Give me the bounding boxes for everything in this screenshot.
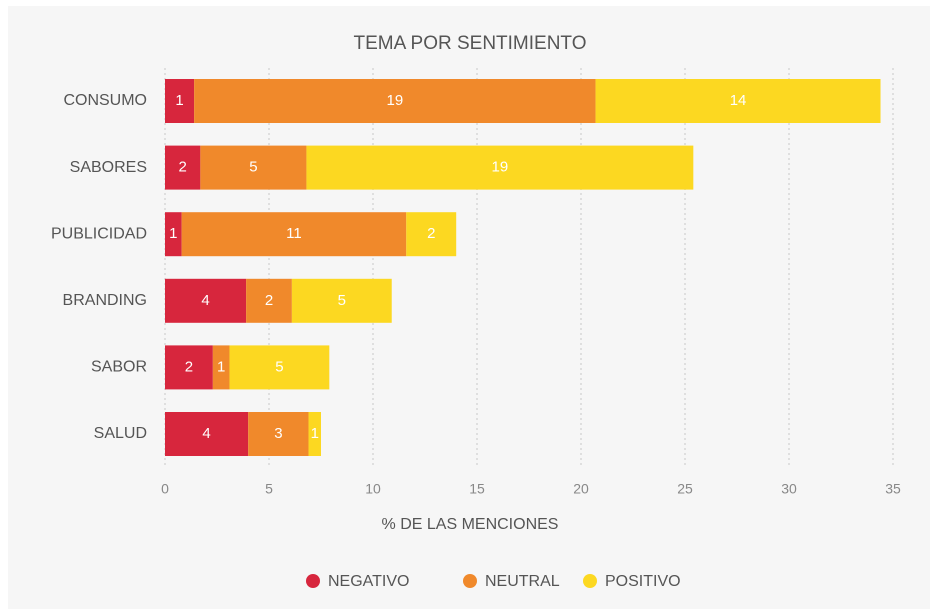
legend-swatch (463, 574, 477, 588)
x-tick-label: 5 (265, 481, 273, 497)
bar-segment (212, 345, 230, 390)
bar-segment (181, 212, 407, 257)
x-tick-label: 10 (365, 481, 381, 497)
value-label: 5 (249, 159, 257, 176)
legend-label: NEUTRAL (485, 573, 560, 590)
value-label: 1 (175, 92, 183, 109)
value-label: 2 (179, 159, 187, 176)
value-label: 4 (201, 292, 209, 309)
bar-segment (165, 145, 201, 190)
bar-segment (595, 79, 881, 123)
x-tick-label: 30 (781, 481, 797, 497)
value-label: 3 (274, 425, 282, 442)
y-tick-label: SABOR (91, 359, 147, 376)
legend-label: POSITIVO (605, 573, 681, 590)
value-label: 1 (217, 358, 225, 375)
bar-segment (291, 278, 392, 323)
legend-swatch (306, 574, 320, 588)
bar-segment (248, 412, 309, 456)
bar-segment (246, 278, 292, 323)
bar-segment (200, 145, 307, 190)
value-label: 11 (286, 225, 302, 242)
y-tick-label: CONSUMO (63, 92, 147, 109)
value-label: 5 (275, 358, 283, 375)
y-tick-label: PUBLICIDAD (51, 225, 147, 242)
value-label: 1 (311, 425, 319, 442)
bar-segment (194, 79, 596, 123)
chart-title: TEMA POR SENTIMIENTO (354, 33, 587, 54)
x-tick-label: 20 (573, 481, 589, 497)
x-axis-label: % DE LAS MENCIONES (382, 516, 559, 533)
value-label: 5 (338, 292, 346, 309)
x-tick-label: 25 (677, 481, 693, 497)
value-label: 2 (265, 292, 273, 309)
y-tick-label: SABORES (70, 159, 147, 176)
value-label: 19 (492, 159, 509, 176)
bar-segment (165, 278, 247, 323)
legend-label: NEGATIVO (328, 573, 410, 590)
y-tick-label: BRANDING (63, 292, 147, 309)
bar-segment (306, 145, 694, 190)
bar-segment (165, 345, 213, 390)
value-label: 1 (169, 225, 177, 242)
bar-segment (229, 345, 330, 390)
bar-segment (165, 212, 182, 257)
bar-segment (165, 412, 249, 456)
bar-segment (406, 212, 457, 257)
value-label: 19 (386, 92, 403, 109)
value-label: 2 (185, 358, 193, 375)
bar-segment (165, 79, 195, 123)
bar-segment (308, 412, 321, 456)
legend-swatch (583, 574, 597, 588)
value-label: 4 (202, 425, 210, 442)
value-label: 14 (730, 92, 747, 109)
value-label: 2 (427, 225, 435, 242)
y-tick-label: SALUD (94, 425, 147, 442)
x-tick-label: 35 (885, 481, 901, 497)
x-tick-label: 0 (161, 481, 169, 497)
x-tick-label: 15 (469, 481, 485, 497)
